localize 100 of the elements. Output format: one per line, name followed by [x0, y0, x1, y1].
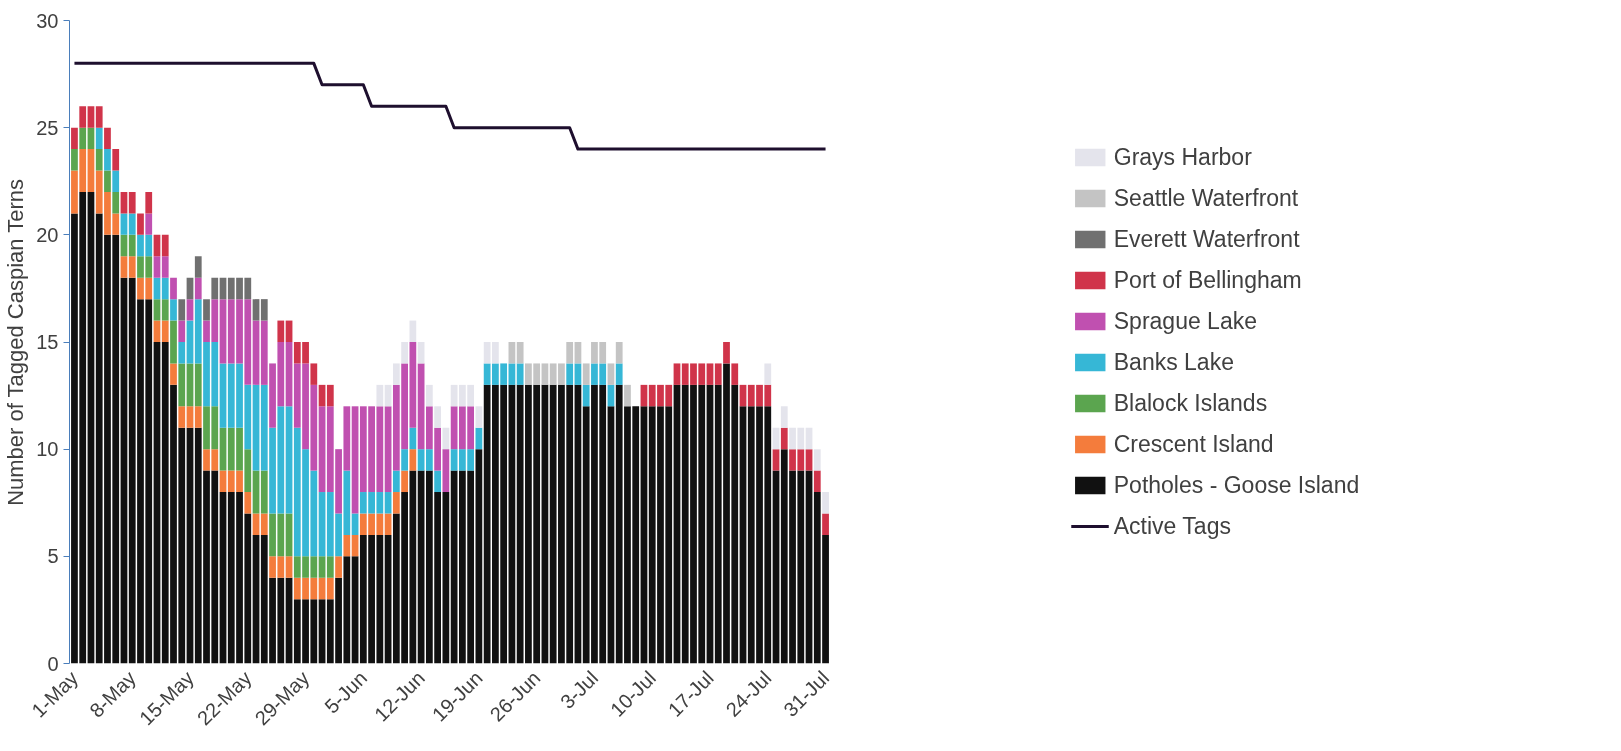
bar: [244, 492, 252, 514]
bar: [170, 320, 177, 364]
bar: [104, 149, 111, 171]
bar: [326, 556, 334, 578]
bar: [335, 556, 342, 578]
bar: [252, 299, 260, 321]
bar: [170, 277, 177, 300]
legend-label: Crescent Island: [1113, 430, 1274, 458]
bar: [178, 342, 186, 364]
bar: [178, 363, 186, 407]
bar: [104, 127, 111, 150]
bar: [343, 534, 351, 557]
bar: [161, 256, 169, 278]
bar: [87, 106, 95, 128]
bar: [326, 384, 334, 407]
bar: [153, 256, 161, 278]
bar: [128, 191, 136, 214]
bar: [516, 342, 524, 364]
bar: [178, 406, 186, 428]
bar: [351, 513, 359, 535]
bar: [401, 470, 408, 493]
bar: [401, 449, 408, 471]
bar: [95, 106, 103, 128]
bar: [376, 384, 384, 407]
y-tick-label: 25: [36, 116, 59, 139]
bar: [153, 299, 161, 321]
bar: [409, 427, 417, 450]
bar: [442, 427, 450, 450]
bar: [95, 127, 103, 150]
legend-label: Seattle Waterfront: [1113, 184, 1299, 212]
bar: [425, 384, 433, 407]
bar: [120, 256, 128, 278]
bar: [211, 277, 219, 300]
y-tick-label: 30: [36, 9, 59, 32]
bar: [566, 342, 574, 364]
bar: [673, 363, 681, 385]
bar: [813, 470, 821, 493]
bar: [161, 277, 169, 300]
bar: [161, 320, 169, 342]
bar: [318, 556, 326, 578]
bar: [194, 406, 202, 428]
bar: [326, 577, 334, 600]
bar: [219, 363, 227, 428]
bar: [145, 191, 153, 214]
bar: [194, 277, 202, 300]
bar: [203, 299, 210, 321]
bar: [128, 213, 136, 235]
y-tick-label: 0: [47, 652, 59, 675]
legend-label: Blalock Islands: [1113, 389, 1268, 417]
bar: [186, 299, 194, 321]
legend-label: Sprague Lake: [1113, 307, 1257, 335]
bar: [79, 127, 87, 150]
bar: [624, 384, 631, 407]
y-tick-label: 20: [36, 223, 59, 246]
bar: [252, 513, 260, 535]
bar: [112, 170, 120, 192]
bar: [723, 342, 730, 364]
bar: [112, 191, 120, 214]
bar: [120, 213, 128, 235]
bar: [392, 492, 400, 514]
bar: [409, 449, 417, 471]
y-tick-label: 10: [36, 438, 59, 461]
y-tick-label: 15: [36, 331, 59, 353]
bar: [137, 213, 144, 235]
bar: [310, 363, 318, 385]
bar: [475, 406, 483, 428]
bar: [417, 449, 425, 471]
bar: [607, 363, 615, 385]
bar: [434, 406, 441, 428]
bar: [170, 363, 177, 385]
bar: [128, 234, 136, 257]
y-tick-label: 5: [47, 545, 59, 568]
bar: [194, 256, 202, 278]
bar: [780, 406, 788, 428]
bar: [260, 470, 268, 514]
bar: [822, 492, 829, 514]
bar: [780, 427, 788, 450]
bar: [285, 556, 293, 578]
bar: [822, 513, 829, 535]
bar: [615, 363, 623, 385]
bar: [104, 170, 111, 192]
bar: [582, 363, 590, 385]
bar: [178, 320, 186, 342]
bar: [574, 363, 582, 385]
legend-label: Banks Lake: [1113, 348, 1234, 376]
bar: [384, 513, 392, 535]
line-series: [72, 61, 828, 151]
bar: [566, 363, 574, 385]
bar: [805, 449, 813, 471]
bar: [615, 342, 623, 364]
bar: [145, 213, 153, 235]
bar: [79, 106, 87, 128]
bar: [582, 384, 590, 407]
bar: [813, 449, 821, 471]
bar: [516, 363, 524, 385]
bar: [434, 470, 441, 493]
bar: [161, 234, 169, 257]
legend-label: Everett Waterfront: [1113, 225, 1300, 253]
bar: [178, 299, 186, 321]
bar: [409, 320, 417, 342]
